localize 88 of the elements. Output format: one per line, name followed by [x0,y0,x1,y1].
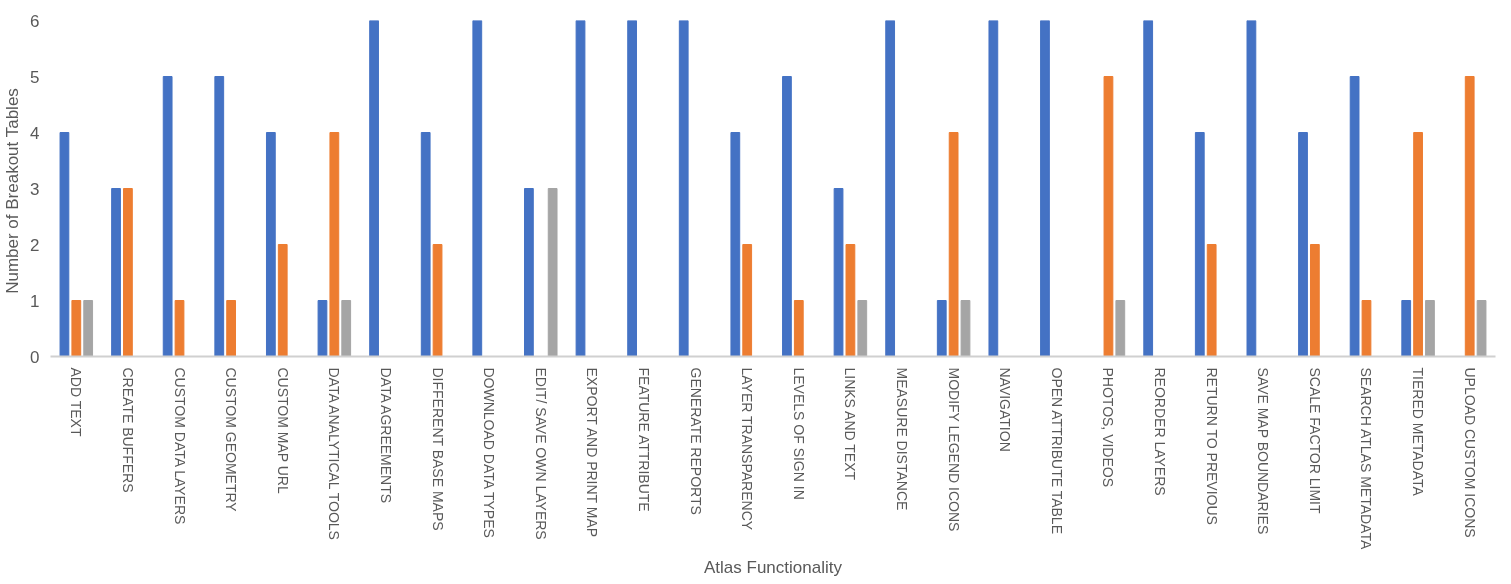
bar [1040,20,1050,357]
bar [1464,76,1475,357]
bar [174,300,185,357]
bar [1206,244,1217,357]
bar [524,188,534,357]
bar [162,76,173,357]
bar [833,188,844,357]
y-tick-label: 1 [30,291,40,311]
bar [1476,300,1487,357]
x-tick-label: LAYER TRANSPARENCY [739,367,756,531]
y-tick-label: 4 [30,123,40,143]
bar [71,300,82,357]
x-tick-label: EDIT/ SAVE OWN LAYERS [532,367,549,540]
bar [857,300,868,357]
bar [123,188,133,357]
y-tick-label: 3 [30,179,40,199]
bar [1143,20,1154,357]
x-tick-label: LEVELS OF SIGN IN [790,367,807,500]
x-tick-label: FEATURE ATTRIBUTE [635,367,652,512]
bar [1401,300,1412,357]
bar [845,244,856,357]
bar [678,20,689,357]
bar [1298,132,1308,357]
bar [793,300,804,357]
x-tick-label: SEARCH ATLAS METADATA [1358,367,1375,550]
x-tick-label: MEASURE DISTANCE [894,367,911,511]
bar [432,244,443,357]
bar [1413,132,1423,357]
bar [1246,20,1257,357]
bar [742,244,753,357]
x-tick-label: MODIFY LEGEND ICONS [945,367,962,532]
bar [1309,244,1320,357]
bar [329,132,340,357]
bar [1361,300,1372,357]
x-tick-label: CUSTOM GEOMETRY [223,367,240,513]
bar [83,300,94,357]
bar [988,20,999,357]
x-tick-label: OPEN ATTRIBUTE TABLE [1048,367,1065,534]
x-tick-label: DOWNLOAD DATA TYPES [481,367,498,538]
bar [265,132,276,357]
x-tick-label: ADD TEXT [68,367,85,437]
bar [782,76,792,357]
y-tick-label: 2 [30,235,40,255]
x-tick-label: RETURN TO PREVIOUS [1203,367,1220,525]
x-tick-label: DATA ANALYTICAL TOOLS [326,367,343,540]
y-axis-title: Number of Breakout Tables [3,88,23,294]
bar [1103,76,1114,357]
bar [1425,300,1435,357]
x-tick-label: SAVE MAP BOUNDARIES [1255,367,1272,535]
x-tick-label: EXPORT AND PRINT MAP [584,367,601,538]
bar [472,20,483,357]
x-tick-label: NAVIGATION [997,367,1014,452]
bar [277,244,288,357]
bar [627,20,637,357]
x-tick-label: CUSTOM DATA LAYERS [171,367,188,525]
x-tick-label: SCALE FACTOR LIMIT [1306,367,1323,514]
bar [317,300,328,357]
bar [214,76,225,357]
bar [960,300,971,357]
bar [948,132,959,357]
x-tick-label: TIERED METADATA [1410,367,1427,497]
bar [936,300,947,357]
bar [575,20,586,357]
bar [885,20,896,357]
bar [1115,300,1126,357]
x-tick-label: DIFFERENT BASE MAPS [429,367,446,531]
y-tick-label: 0 [30,347,40,367]
bar [111,188,121,357]
bar [420,132,431,357]
bar [1194,132,1205,357]
bar [369,20,379,357]
y-tick-label: 5 [30,67,40,87]
x-tick-label: REORDER LAYERS [1152,367,1169,496]
bar [730,132,741,357]
x-tick-label: PHOTOS, VIDEOS [1100,367,1117,488]
x-tick-label: CREATE BUFFERS [119,367,136,493]
x-tick-label: GENERATE REPORTS [687,367,704,515]
x-tick-label: DATA AGREEMENTS [377,367,394,504]
bar [1349,76,1360,357]
x-tick-label: CUSTOM MAP URL [274,367,291,494]
y-tick-label: 6 [30,11,40,31]
bar [226,300,237,357]
bar [341,300,352,357]
bar [547,188,558,357]
x-axis-title: Atlas Functionality [704,558,843,578]
x-tick-label: UPLOAD CUSTOM ICONS [1461,367,1478,538]
x-tick-label: LINKS AND TEXT [842,367,859,481]
bar [59,132,70,357]
